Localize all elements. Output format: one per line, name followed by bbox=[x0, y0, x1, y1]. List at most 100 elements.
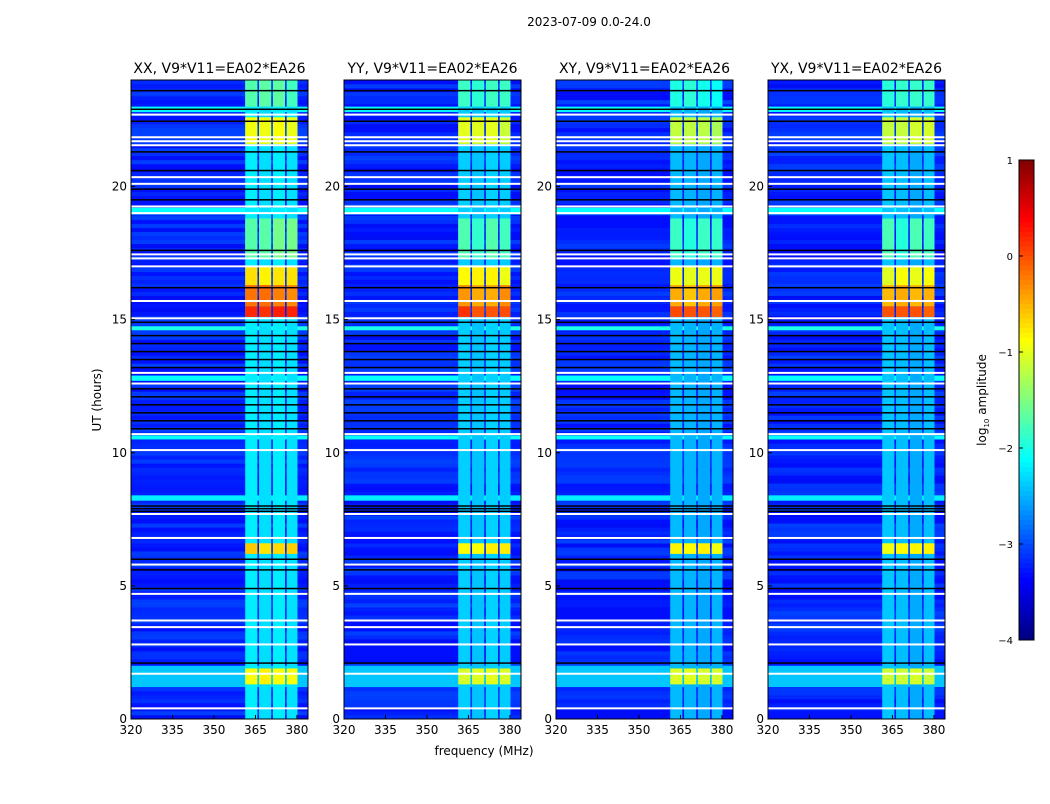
heatmap-row bbox=[556, 103, 733, 109]
heatmap-row bbox=[344, 395, 521, 400]
heatmap-row bbox=[556, 123, 733, 129]
heatmap-row bbox=[768, 427, 945, 432]
empty-row bbox=[131, 505, 308, 507]
flagged-row bbox=[768, 707, 945, 710]
colorbar-swatch bbox=[1019, 217, 1034, 223]
heatmap-row bbox=[131, 715, 308, 720]
flagged-row bbox=[768, 626, 945, 629]
heatmap-row bbox=[556, 411, 733, 416]
empty-row bbox=[344, 350, 521, 353]
colorbar-swatch bbox=[1019, 616, 1034, 622]
flagged-row bbox=[344, 212, 521, 215]
y-tick-label: 15 bbox=[537, 313, 552, 327]
emission-cell bbox=[697, 543, 711, 554]
heatmap-band bbox=[344, 326, 521, 331]
y-tick-label: 0 bbox=[119, 712, 127, 726]
heatmap-row bbox=[768, 379, 945, 384]
heatmap-row bbox=[131, 191, 308, 197]
emission-cell bbox=[472, 80, 485, 107]
emission-cell bbox=[697, 80, 711, 107]
heatmap-row bbox=[556, 383, 733, 388]
heatmap-row bbox=[556, 699, 733, 704]
heatmap-row bbox=[344, 543, 521, 548]
empty-row bbox=[556, 108, 733, 111]
empty-row bbox=[131, 199, 308, 201]
empty-row bbox=[768, 404, 945, 406]
emission-cell bbox=[923, 285, 935, 307]
heatmap-row bbox=[344, 487, 521, 492]
colorbar-swatch bbox=[1019, 380, 1034, 387]
empty-row bbox=[344, 388, 521, 390]
emission-cell bbox=[896, 218, 909, 259]
colorbar-tick-label: −1 bbox=[998, 348, 1013, 359]
heatmap-row bbox=[344, 419, 521, 424]
empty-row bbox=[344, 120, 521, 123]
colorbar-label: log10 amplitude bbox=[975, 354, 991, 446]
heatmap-band bbox=[768, 207, 945, 215]
colorbar-swatch bbox=[1019, 635, 1034, 641]
emission-cell bbox=[909, 543, 923, 554]
panel: XX, V9*V11=EA02*EA26 320 335 350 365 380 0 5 10 1… bbox=[112, 61, 309, 737]
flagged-row bbox=[131, 113, 308, 116]
heatmap-row bbox=[768, 303, 945, 308]
colorbar-swatch bbox=[1019, 342, 1034, 348]
heatmap-row bbox=[556, 543, 733, 548]
heatmap-row bbox=[768, 271, 945, 276]
colorbar-tick-label: 0 bbox=[1007, 252, 1013, 263]
flagged-row bbox=[768, 592, 945, 595]
emission-cell bbox=[259, 80, 272, 107]
colorbar-swatch bbox=[1019, 169, 1034, 175]
heatmap-band bbox=[768, 435, 945, 440]
heatmap-row bbox=[131, 459, 308, 464]
flagged-row bbox=[131, 707, 308, 710]
flagged-row bbox=[131, 449, 308, 452]
heatmap-row bbox=[556, 539, 733, 544]
empty-row bbox=[131, 350, 308, 353]
heatmap-band bbox=[768, 326, 945, 331]
heatmap-row bbox=[131, 95, 308, 101]
x-tick-label: 320 bbox=[545, 723, 568, 737]
heatmap-row bbox=[768, 279, 945, 284]
heatmap-row bbox=[131, 407, 308, 412]
heatmap-row bbox=[556, 235, 733, 241]
heatmap-row bbox=[768, 499, 945, 504]
heatmap-row bbox=[344, 171, 521, 177]
heatmap-row bbox=[131, 287, 308, 292]
y-axis-label: UT (hours) bbox=[90, 368, 104, 431]
heatmap-row bbox=[344, 239, 521, 245]
heatmap-row bbox=[556, 243, 733, 249]
heatmap-row bbox=[131, 559, 308, 564]
heatmap-row bbox=[768, 475, 945, 480]
emission-cell bbox=[711, 543, 723, 554]
colorbar-swatch bbox=[1019, 284, 1034, 291]
colorbar-swatch bbox=[1019, 467, 1034, 473]
colorbar-swatch bbox=[1019, 395, 1034, 401]
emission-cell bbox=[499, 218, 511, 259]
x-tick-label: 380 bbox=[922, 723, 945, 737]
emission-cell bbox=[909, 266, 923, 286]
x-tick-label: 320 bbox=[120, 723, 143, 737]
flagged-row bbox=[344, 140, 521, 143]
flagged-row bbox=[768, 382, 945, 385]
colorbar-tick-label: −2 bbox=[998, 444, 1013, 455]
heatmap-row bbox=[131, 551, 308, 556]
heatmap-row bbox=[768, 551, 945, 556]
flagged-row bbox=[344, 592, 521, 595]
heatmap-row bbox=[344, 259, 521, 265]
heatmap-row bbox=[556, 335, 733, 340]
colorbar-swatch bbox=[1019, 582, 1034, 588]
heatmap-row bbox=[344, 119, 521, 125]
heatmap-row bbox=[344, 347, 521, 352]
emission-cell bbox=[670, 80, 683, 107]
empty-row bbox=[344, 569, 521, 571]
colorbar-swatch bbox=[1019, 409, 1034, 415]
panel-frame bbox=[767, 79, 946, 720]
emission-cell bbox=[684, 80, 697, 107]
empty-row bbox=[768, 558, 945, 560]
heatmap-band bbox=[556, 495, 733, 501]
emission-cell bbox=[272, 668, 286, 685]
heatmap-row bbox=[768, 219, 945, 225]
heatmap-row bbox=[344, 547, 521, 552]
colorbar-swatch bbox=[1019, 424, 1034, 430]
